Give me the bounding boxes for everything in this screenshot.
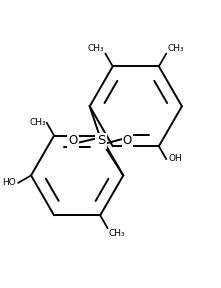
Text: O: O	[68, 134, 78, 147]
Text: CH₃: CH₃	[109, 229, 125, 238]
Text: O: O	[123, 134, 132, 147]
Text: OH: OH	[168, 154, 182, 163]
Text: HO: HO	[2, 178, 16, 187]
Text: S: S	[97, 134, 105, 147]
Text: CH₃: CH₃	[29, 118, 46, 127]
Text: CH₃: CH₃	[88, 43, 104, 53]
Text: CH₃: CH₃	[167, 43, 184, 53]
